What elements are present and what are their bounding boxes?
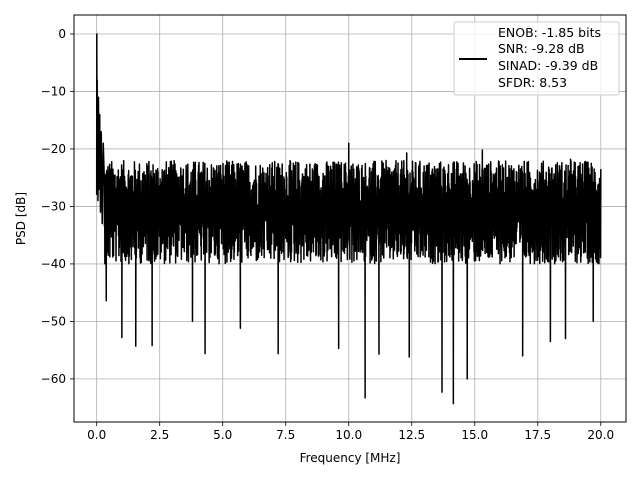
- y-axis-label: PSD [dB]: [14, 192, 28, 245]
- x-axis-label: Frequency [MHz]: [300, 451, 401, 465]
- x-tick-label: 2.5: [150, 428, 169, 442]
- y-tick-label: 0: [58, 27, 66, 41]
- legend-enob: ENOB: -1.85 bits: [498, 25, 601, 40]
- x-tick-label: 0.0: [87, 428, 106, 442]
- x-tick-label: 10.0: [335, 428, 362, 442]
- axes-frame: [73, 14, 627, 423]
- y-tick-label: −20: [41, 142, 66, 156]
- y-tick-label: −10: [41, 84, 66, 98]
- y-tick-label: −30: [41, 199, 66, 213]
- x-tick-label: 20.0: [587, 428, 614, 442]
- ticks: 0.0 2.5 5.0 7.5 10.0 12.5 15.0 17.5 20.0 0 −10 −20 −…: [41, 27, 614, 442]
- legend-box: [453, 21, 620, 96]
- x-tick-label: 7.5: [276, 428, 295, 442]
- legend-sinad: SINAD: -9.39 dB: [498, 58, 598, 73]
- legend: ENOB: -1.85 bits SNR: -9.28 dB SINAD: -9…: [453, 21, 620, 96]
- x-tick-label: 15.0: [461, 428, 488, 442]
- x-tick-label: 12.5: [398, 428, 425, 442]
- legend-sfdr: SFDR: 8.53: [498, 75, 567, 90]
- y-tick-label: −40: [41, 257, 66, 271]
- series-layer: [95, 33, 602, 405]
- y-tick-label: −50: [41, 314, 66, 328]
- legend-snr: SNR: -9.28 dB: [498, 41, 585, 56]
- x-tick-label: 17.5: [524, 428, 551, 442]
- psd-line: [95, 33, 602, 405]
- y-tick-label: −60: [41, 372, 66, 386]
- x-tick-label: 5.0: [213, 428, 232, 442]
